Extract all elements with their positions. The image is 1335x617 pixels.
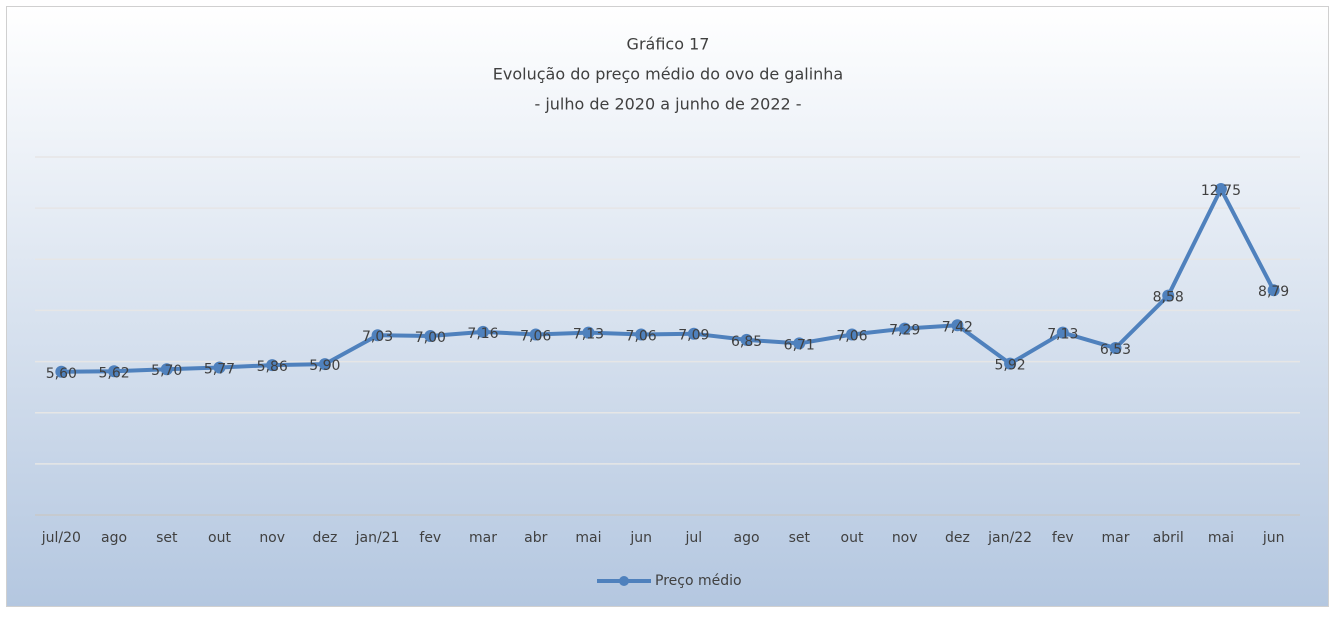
marker <box>477 325 490 338</box>
x-tick-label: out <box>841 530 864 546</box>
x-tick-label: mai <box>1208 530 1234 546</box>
marker <box>108 365 121 378</box>
marker <box>55 365 68 378</box>
x-tick-label: mai <box>575 530 601 546</box>
data-label: 7,00 <box>415 330 446 346</box>
data-label: 7,06 <box>520 328 551 344</box>
marker <box>371 329 384 342</box>
data-label: 12,75 <box>1201 183 1241 199</box>
x-tick-label: fev <box>1052 530 1074 546</box>
x-tick-label: jan/22 <box>987 530 1032 546</box>
data-label: 8,79 <box>1258 284 1289 300</box>
x-tick-label: ago <box>734 530 760 546</box>
data-label: 5,77 <box>204 361 235 377</box>
x-tick-label: nov <box>259 530 285 546</box>
data-label: 5,62 <box>98 365 129 381</box>
data-label: 7,13 <box>573 327 604 343</box>
x-tick-label: jul/20 <box>41 530 81 546</box>
chart-title: Evolução do preço médio do ovo de galinh… <box>493 65 843 84</box>
x-tick-label: out <box>208 530 231 546</box>
marker <box>1267 284 1280 297</box>
x-tick-label: dez <box>312 530 337 546</box>
x-tick-label: mar <box>469 530 497 546</box>
marker <box>424 330 437 342</box>
data-label: 7,29 <box>889 323 920 339</box>
data-label: 7,06 <box>836 328 867 344</box>
legend-label: Preço médio <box>655 573 742 589</box>
legend-marker <box>619 576 629 586</box>
marker <box>1109 342 1122 355</box>
x-tick-label: set <box>789 530 811 546</box>
data-label: 6,85 <box>731 334 762 350</box>
data-label: 5,86 <box>257 359 288 375</box>
marker <box>160 363 173 376</box>
data-label: 7,16 <box>467 326 498 342</box>
marker <box>1056 326 1069 339</box>
marker <box>687 327 700 340</box>
data-label: 5,92 <box>995 358 1026 374</box>
data-label: 7,06 <box>626 328 657 344</box>
x-tick-label: jun <box>1262 530 1285 546</box>
data-label: 5,70 <box>151 363 182 379</box>
data-label: 7,09 <box>678 328 709 344</box>
chart-background <box>6 6 1329 607</box>
marker <box>898 322 911 335</box>
data-label: 5,60 <box>46 366 77 382</box>
marker <box>740 333 753 346</box>
x-tick-label: abr <box>524 530 547 546</box>
x-tick-label: jul <box>685 530 703 546</box>
marker <box>213 361 226 374</box>
chart-title: - julho de 2020 a junho de 2022 - <box>534 95 801 114</box>
x-tick-label: fev <box>419 530 441 546</box>
marker <box>582 326 595 339</box>
x-tick-label: set <box>156 530 178 546</box>
data-label: 5,90 <box>309 358 340 374</box>
data-label: 7,03 <box>362 329 393 345</box>
x-tick-label: jun <box>629 530 652 546</box>
marker <box>845 328 858 341</box>
marker <box>266 359 279 372</box>
x-tick-label: jan/21 <box>355 530 400 546</box>
data-label: 8,58 <box>1153 290 1184 306</box>
data-label: 6,53 <box>1100 342 1131 358</box>
data-label: 6,71 <box>784 337 815 353</box>
marker <box>318 358 331 371</box>
marker <box>635 328 648 341</box>
x-tick-label: nov <box>892 530 918 546</box>
x-tick-label: ago <box>101 530 127 546</box>
x-tick-label: abril <box>1153 530 1184 546</box>
marker <box>1214 182 1227 195</box>
x-tick-label: mar <box>1102 530 1130 546</box>
line <box>61 186 1276 374</box>
marker <box>793 337 806 350</box>
x-tick-label: dez <box>945 530 970 546</box>
data-label: 7,42 <box>942 319 973 335</box>
chart-title: Gráfico 17 <box>627 35 710 54</box>
marker <box>1004 357 1017 370</box>
marker <box>529 328 542 341</box>
marker <box>1162 289 1175 302</box>
marker <box>951 319 964 332</box>
data-label: 7,13 <box>1047 327 1078 343</box>
